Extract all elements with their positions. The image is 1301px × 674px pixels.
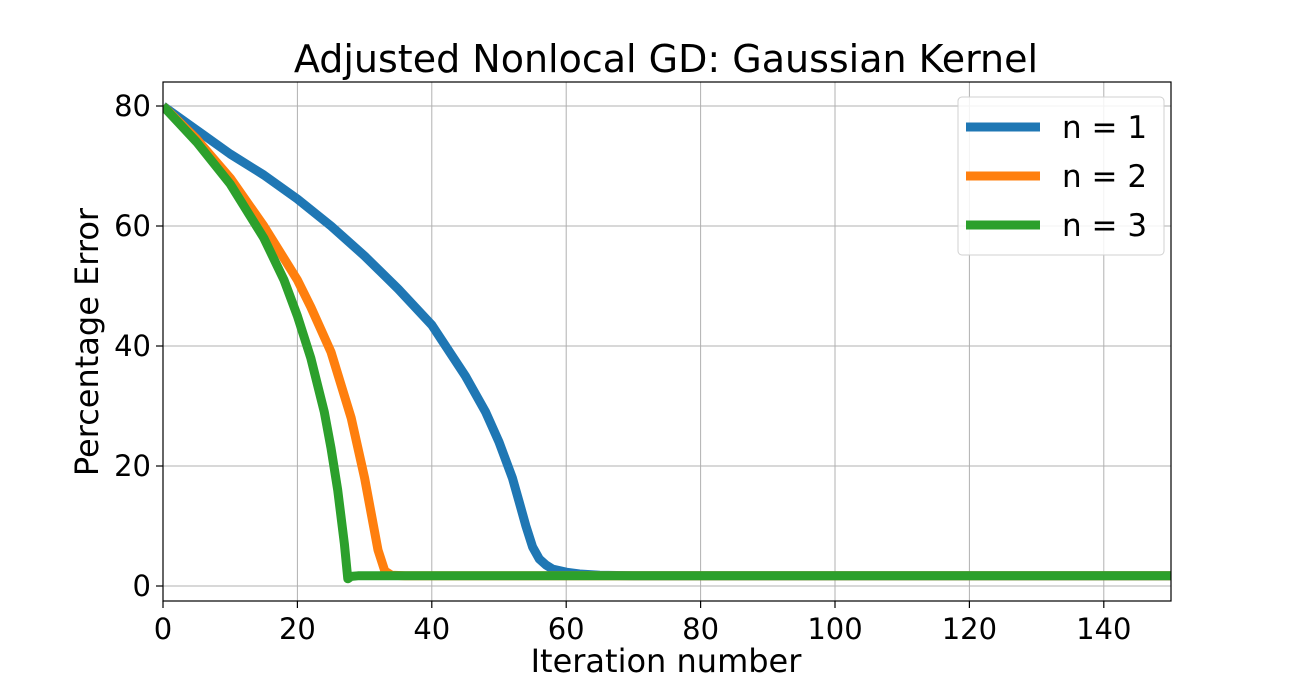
series-layer (163, 102, 1171, 584)
x-tick-label: 100 (807, 612, 862, 646)
y-tick-label: 80 (114, 89, 151, 123)
y-tick-label: 20 (114, 449, 151, 483)
x-tick-label: 80 (682, 612, 719, 646)
y-tick-label: 40 (114, 329, 151, 363)
y-tick-label: 60 (114, 209, 151, 243)
legend-entry-label: n = 1 (1062, 110, 1147, 146)
x-axis-label: Iteration number (531, 642, 803, 674)
legend: n = 1 n = 2 n = 3 (957, 96, 1165, 256)
series-line-n3 (163, 102, 1171, 584)
legend-entry-label: n = 3 (1062, 208, 1147, 244)
x-tick-label: 20 (279, 612, 316, 646)
x-tick-label: 40 (413, 612, 450, 646)
y-axis-label: Percentage Error (68, 207, 106, 476)
legend-entry-label: n = 2 (1062, 159, 1147, 195)
plot-frame (162, 81, 1172, 602)
y-tick-label: 0 (133, 569, 151, 603)
x-tick-label: 120 (942, 612, 997, 646)
x-tick-label: 60 (548, 612, 585, 646)
chart-title: Adjusted Nonlocal GD: Gaussian Kernel (294, 37, 1038, 81)
axis-ticks: 0 20 40 60 80 100 120 140 0 20 40 60 80 (114, 89, 1131, 646)
x-tick-label: 0 (154, 612, 172, 646)
x-tick-label: 140 (1076, 612, 1131, 646)
legend-box (957, 96, 1165, 256)
